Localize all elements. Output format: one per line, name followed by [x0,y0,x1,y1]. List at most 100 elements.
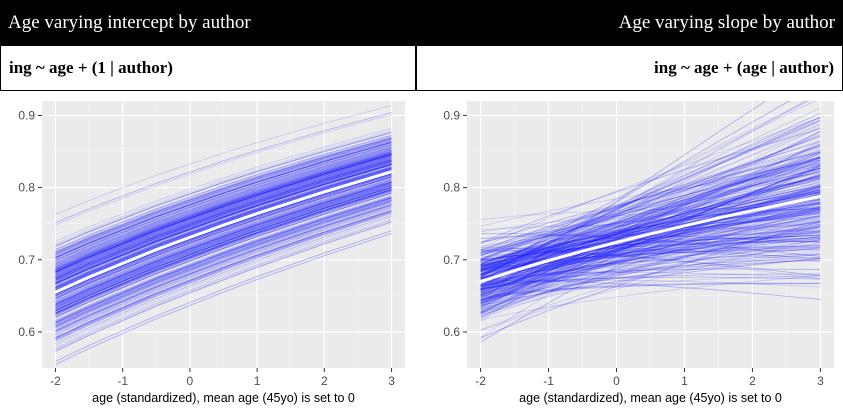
author-line [55,168,392,290]
author-line [480,206,821,286]
author-line [55,212,392,342]
author-line [480,224,821,319]
author-line [55,186,392,311]
author-line [480,275,821,300]
author-line [55,142,392,259]
author-line [55,162,392,283]
author-line [480,249,821,261]
author-line [480,145,821,257]
author-line [55,127,392,242]
author-line [480,185,821,304]
author-line [480,150,821,261]
author-line [55,197,392,324]
author-line [55,204,392,332]
author-line [480,243,821,287]
author-line [480,195,821,272]
author-line [55,206,392,334]
author-line [55,157,392,278]
author-line [55,150,392,269]
author-line [480,162,821,261]
author-line [480,203,821,289]
author-line [55,208,392,336]
author-line [55,131,392,247]
author-line [55,164,392,285]
author-line [480,170,821,302]
author-line [55,151,392,270]
author-line [480,163,821,254]
author-line [55,167,392,288]
author-line [480,177,821,284]
author-line [55,161,392,282]
author-line [480,224,821,313]
author-line [55,160,392,281]
author-line [55,161,392,281]
author-line [55,149,392,267]
author-line [55,158,392,279]
author-line [480,230,821,279]
author-line [55,185,392,310]
author-line [480,209,821,317]
author-line [55,198,392,325]
author-line [55,174,392,297]
author-line [55,190,392,316]
mean-line [53,170,394,294]
author-line [55,182,392,306]
author-line [55,187,392,313]
author-line [480,147,821,283]
author-lines [55,104,392,366]
author-line [55,140,392,257]
author-line [480,157,821,274]
author-line [480,164,821,343]
author-line [480,146,821,268]
author-line [480,127,821,278]
author-line [480,117,821,249]
author-line [55,205,392,333]
author-line [55,146,392,264]
author-line [55,204,392,332]
y-tick-label: 0.9 [443,108,460,122]
author-line [55,164,392,285]
author-line [480,217,821,248]
author-line [480,235,821,261]
author-line [55,188,392,314]
author-line [55,153,392,273]
author-line [480,169,821,275]
author-line [480,176,821,271]
author-line [480,249,821,269]
author-line [55,210,392,339]
author-line [480,194,821,315]
author-line [480,101,816,276]
author-line [480,191,821,293]
x-tick-label: 2 [321,374,328,388]
author-line [55,180,392,304]
author-line [480,282,821,297]
author-line [55,132,392,247]
author-line [480,167,821,266]
author-line [55,181,392,306]
author-line [55,191,392,317]
author-line [55,221,392,352]
author-line [55,207,392,336]
author-line [55,173,392,296]
author-line [480,208,821,282]
author-line [480,173,821,314]
author-line [55,137,392,254]
author-line [55,175,392,299]
author-line [55,219,392,350]
author-line [55,203,392,331]
author-line [480,226,821,331]
author-line [55,155,392,274]
author-line [55,183,392,307]
author-line [480,211,821,270]
author-line [55,114,392,226]
author-line [55,166,392,287]
author-line [480,186,821,313]
author-line [480,195,821,305]
author-line [480,227,821,268]
author-line [480,149,821,299]
author-line [55,154,392,273]
author-line [480,187,821,304]
author-line [480,189,821,280]
author-line [55,195,392,322]
author-line [55,158,392,278]
